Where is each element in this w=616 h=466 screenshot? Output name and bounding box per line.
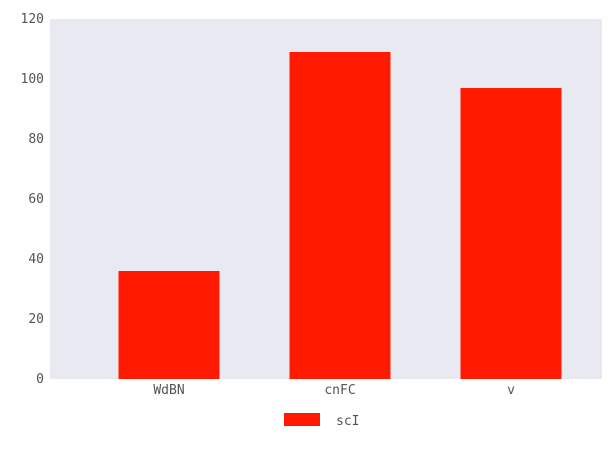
bar-WdBN <box>118 271 220 379</box>
bars-group <box>118 52 562 379</box>
y-tick-label: 20 <box>28 312 44 327</box>
x-axis: WdBN cnFC v <box>153 383 515 398</box>
y-tick-label: 100 <box>21 72 44 87</box>
y-tick-label: 60 <box>28 192 44 207</box>
x-tick-label: v <box>507 383 515 398</box>
y-axis: 0 20 40 60 80 100 120 <box>21 12 44 387</box>
legend-label: scI <box>336 414 359 429</box>
x-tick-label: WdBN <box>153 383 184 398</box>
bar-v <box>460 88 562 379</box>
legend: scI <box>284 413 359 429</box>
bar-cnFC <box>289 52 391 379</box>
x-tick-label: cnFC <box>324 383 355 398</box>
legend-swatch <box>284 413 320 426</box>
y-tick-label: 80 <box>28 132 44 147</box>
y-tick-label: 0 <box>36 372 44 387</box>
y-tick-label: 120 <box>21 12 44 27</box>
y-tick-label: 40 <box>28 252 44 267</box>
